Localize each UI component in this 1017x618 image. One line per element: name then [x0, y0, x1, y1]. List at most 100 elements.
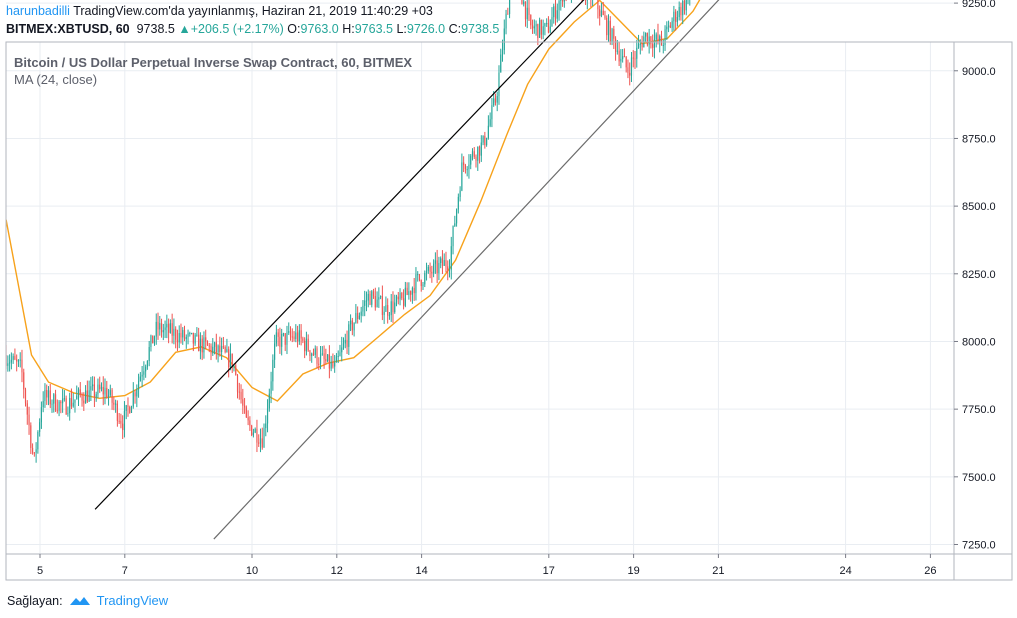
- candle-body: [553, 6, 555, 18]
- candle-down: [646, 32, 648, 47]
- candle-body: [72, 402, 74, 407]
- candle-down: [413, 277, 415, 301]
- candle-down: [431, 265, 433, 283]
- candle-up: [148, 340, 150, 367]
- candle-up: [342, 337, 345, 350]
- close-label: C:: [448, 22, 462, 36]
- candle-body: [21, 359, 23, 373]
- candle-up: [425, 262, 428, 281]
- candle-up: [19, 352, 21, 368]
- candle-body: [284, 333, 286, 345]
- candle-up: [438, 256, 440, 281]
- candle-up: [503, 19, 505, 55]
- candle-up: [600, 2, 603, 18]
- candle-up: [491, 97, 493, 128]
- candle-up: [166, 314, 168, 339]
- candle-body: [411, 287, 413, 295]
- candle-body: [215, 342, 217, 353]
- candle-down: [316, 346, 318, 369]
- candle-down: [623, 48, 625, 58]
- author-name[interactable]: harunbadilli: [6, 4, 70, 18]
- candle-body: [53, 394, 55, 404]
- candle-body: [95, 394, 97, 398]
- candle-down: [33, 452, 35, 457]
- candle-up: [454, 215, 456, 228]
- candle-up: [109, 384, 111, 398]
- candle-down: [406, 282, 408, 296]
- candle-down: [554, 0, 557, 26]
- candle-body: [484, 135, 486, 146]
- candle-body: [228, 349, 230, 368]
- candle-body: [636, 47, 638, 59]
- candle-up: [645, 32, 647, 42]
- candle-up: [275, 324, 277, 347]
- chart-legend: Bitcoin / US Dollar Perpetual Inverse Sw…: [14, 54, 412, 88]
- candle-body: [210, 345, 212, 354]
- candle-body: [279, 336, 281, 347]
- candle-up: [676, 10, 678, 27]
- candle-up: [556, 3, 558, 23]
- candle-body: [309, 350, 311, 356]
- candle-down: [157, 312, 159, 340]
- candle-up: [376, 291, 378, 308]
- x-tick-label: 21: [712, 565, 724, 577]
- candle-body: [226, 349, 228, 353]
- candle-body: [12, 356, 14, 360]
- candle-down: [261, 427, 263, 450]
- legend-indicator[interactable]: MA (24, close): [14, 72, 98, 87]
- candle-body: [183, 330, 186, 340]
- candle-up: [542, 19, 544, 40]
- candle-body: [521, 0, 523, 5]
- candle-down: [613, 25, 615, 49]
- candle-up: [349, 314, 352, 332]
- candle-down: [372, 288, 375, 299]
- candle-body: [137, 381, 140, 390]
- candle-up: [480, 135, 482, 162]
- candle-body: [281, 333, 283, 347]
- candle-body: [111, 389, 113, 403]
- candle-body: [558, 1, 560, 11]
- legend-title: Bitcoin / US Dollar Perpetual Inverse Sw…: [14, 55, 413, 70]
- candle-up: [266, 399, 269, 433]
- candle-body: [233, 365, 235, 368]
- candle-body: [360, 311, 362, 316]
- candle-body: [305, 338, 307, 352]
- candle-body: [56, 410, 58, 412]
- candle-body: [544, 23, 546, 27]
- candle-down: [198, 327, 200, 352]
- candle-body: [166, 323, 168, 328]
- candle-body: [251, 425, 253, 436]
- candle-body: [141, 374, 143, 377]
- candle-down: [402, 289, 405, 310]
- candle-up: [42, 391, 44, 413]
- candle-up: [311, 352, 313, 363]
- x-tick-label: 19: [627, 565, 639, 577]
- candle-up: [63, 390, 65, 402]
- candle-up: [95, 391, 97, 402]
- candle-body: [203, 337, 205, 353]
- candle-down: [14, 348, 16, 361]
- candle-down: [660, 30, 663, 46]
- candle-down: [609, 16, 611, 45]
- candle-body: [261, 438, 263, 448]
- candle-body: [369, 293, 371, 305]
- candle-body: [86, 390, 88, 402]
- footer-brand[interactable]: TradingView: [96, 593, 169, 608]
- candle-body: [217, 345, 219, 353]
- price-axis[interactable]: 7250.0 7500.0 7750.0 8000.0 8250.0 8500.0 8750…: [954, 0, 1002, 552]
- candle-up: [146, 360, 148, 370]
- candle-body: [372, 291, 375, 296]
- candle-up: [440, 256, 442, 269]
- candle-up: [88, 380, 90, 402]
- candle-up: [35, 442, 37, 463]
- candle-body: [540, 19, 542, 35]
- candle-up: [7, 355, 9, 372]
- candle-body: [463, 162, 465, 166]
- candle-up: [496, 91, 498, 112]
- time-axis[interactable]: 5 7 10 12 14 17 19 21 24 26: [37, 554, 937, 577]
- current-price: 9738.5: [136, 22, 175, 36]
- candle-body: [106, 387, 108, 398]
- price-change: +206.5 (+2.17%): [190, 22, 284, 36]
- candle-up: [653, 29, 656, 59]
